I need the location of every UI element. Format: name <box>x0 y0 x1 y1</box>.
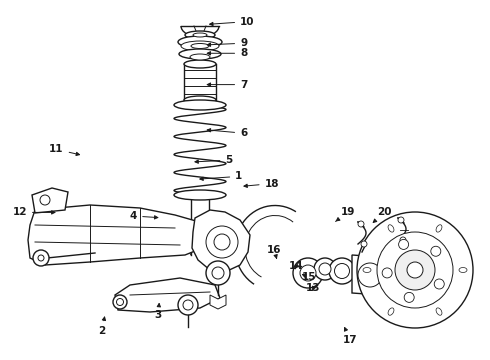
Ellipse shape <box>329 258 355 284</box>
Polygon shape <box>210 295 226 309</box>
Text: 9: 9 <box>207 38 247 48</box>
Ellipse shape <box>436 225 442 232</box>
Text: 20: 20 <box>373 207 392 222</box>
Text: 4: 4 <box>130 211 158 221</box>
Ellipse shape <box>388 225 394 232</box>
Text: 7: 7 <box>207 80 247 90</box>
Circle shape <box>382 268 392 278</box>
Circle shape <box>395 250 435 290</box>
Circle shape <box>407 262 423 278</box>
Ellipse shape <box>193 33 207 37</box>
Ellipse shape <box>178 36 222 48</box>
Circle shape <box>431 246 441 256</box>
Ellipse shape <box>459 267 467 273</box>
Circle shape <box>38 255 44 261</box>
Circle shape <box>434 279 444 289</box>
Ellipse shape <box>174 100 226 110</box>
Ellipse shape <box>191 44 209 49</box>
Circle shape <box>358 263 382 287</box>
Circle shape <box>400 237 406 243</box>
Polygon shape <box>352 255 388 295</box>
Ellipse shape <box>117 298 123 306</box>
Ellipse shape <box>319 263 331 275</box>
Circle shape <box>178 295 198 315</box>
Text: 10: 10 <box>210 17 255 27</box>
Ellipse shape <box>388 308 394 315</box>
Circle shape <box>293 258 323 288</box>
Ellipse shape <box>113 295 127 309</box>
Circle shape <box>357 212 473 328</box>
Text: 6: 6 <box>207 128 247 138</box>
Text: 3: 3 <box>154 303 162 320</box>
Ellipse shape <box>181 41 219 51</box>
Ellipse shape <box>314 258 336 280</box>
Ellipse shape <box>363 267 371 273</box>
Text: 8: 8 <box>207 48 247 58</box>
Polygon shape <box>28 205 210 265</box>
Text: 16: 16 <box>267 245 282 258</box>
Text: 12: 12 <box>12 207 55 217</box>
Circle shape <box>40 195 50 205</box>
Circle shape <box>398 239 409 249</box>
Ellipse shape <box>179 49 221 59</box>
Polygon shape <box>115 278 220 312</box>
Circle shape <box>183 300 193 310</box>
Text: 2: 2 <box>98 317 105 336</box>
Text: 11: 11 <box>49 144 79 156</box>
Circle shape <box>300 265 316 281</box>
Ellipse shape <box>184 96 216 104</box>
Polygon shape <box>192 210 250 272</box>
Polygon shape <box>32 188 68 213</box>
Ellipse shape <box>185 31 215 39</box>
Ellipse shape <box>335 264 349 279</box>
Circle shape <box>33 250 49 266</box>
Circle shape <box>206 261 230 285</box>
Ellipse shape <box>174 190 226 200</box>
Text: 13: 13 <box>306 283 321 293</box>
Circle shape <box>358 221 364 227</box>
Circle shape <box>214 234 230 250</box>
Circle shape <box>404 292 414 302</box>
Circle shape <box>212 267 224 279</box>
Ellipse shape <box>190 54 210 60</box>
Text: 18: 18 <box>244 179 279 189</box>
Text: 19: 19 <box>336 207 355 221</box>
Text: 15: 15 <box>301 272 316 282</box>
Ellipse shape <box>436 308 442 315</box>
Circle shape <box>206 226 238 258</box>
Text: 17: 17 <box>343 328 358 345</box>
Circle shape <box>377 232 453 308</box>
Text: 14: 14 <box>289 261 304 271</box>
Circle shape <box>398 217 404 223</box>
Ellipse shape <box>184 60 216 68</box>
Text: 5: 5 <box>195 155 233 165</box>
Text: 1: 1 <box>200 171 243 181</box>
Circle shape <box>361 241 367 247</box>
